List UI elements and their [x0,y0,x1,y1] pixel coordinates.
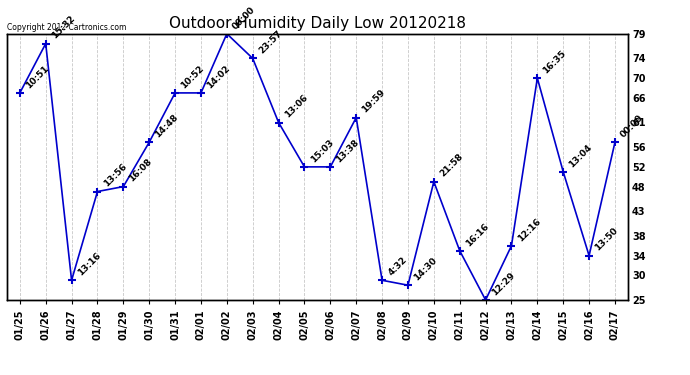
Text: 21:58: 21:58 [438,152,464,179]
Text: 13:56: 13:56 [101,162,128,189]
Text: Copyright 2012 Cartronics.com: Copyright 2012 Cartronics.com [7,23,126,32]
Text: 19:59: 19:59 [360,88,387,115]
Text: 13:50: 13:50 [593,226,620,253]
Text: 10:51: 10:51 [24,64,50,90]
Text: 14:48: 14:48 [153,112,180,140]
Title: Outdoor Humidity Daily Low 20120218: Outdoor Humidity Daily Low 20120218 [169,16,466,31]
Text: 12:16: 12:16 [515,216,542,243]
Text: 4:32: 4:32 [386,255,408,278]
Text: 13:38: 13:38 [335,138,361,164]
Text: 12:29: 12:29 [490,270,516,297]
Text: 13:06: 13:06 [283,93,309,120]
Text: 23:57: 23:57 [257,29,284,56]
Text: 15:32: 15:32 [50,14,77,41]
Text: 00:00: 00:00 [231,5,257,31]
Text: 16:35: 16:35 [542,49,568,75]
Text: 00:00: 00:00 [619,113,645,140]
Text: 15:03: 15:03 [308,138,335,164]
Text: 14:30: 14:30 [412,256,439,282]
Text: 10:52: 10:52 [179,64,206,90]
Text: 16:16: 16:16 [464,221,491,248]
Text: 13:16: 13:16 [76,251,102,278]
Text: 13:04: 13:04 [567,142,594,169]
Text: 14:02: 14:02 [205,63,232,90]
Text: 16:08: 16:08 [128,157,154,184]
